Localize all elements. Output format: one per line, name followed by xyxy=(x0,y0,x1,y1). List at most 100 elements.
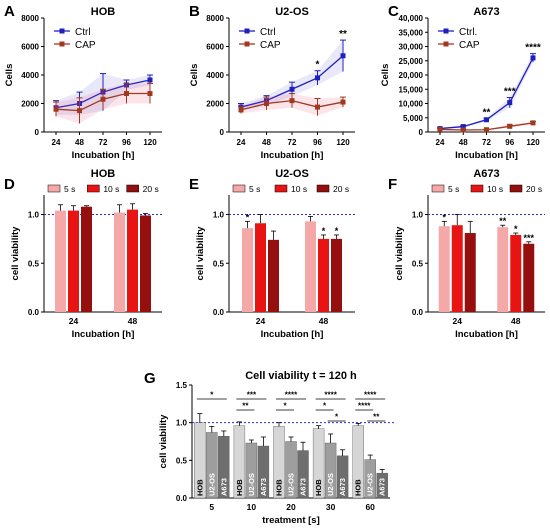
legend-label: CAP xyxy=(459,40,480,51)
significance-star: * xyxy=(323,402,327,411)
legend-label: Ctrl. xyxy=(459,27,477,38)
bar-label: A673 xyxy=(378,478,387,496)
x-tick-label: 48 xyxy=(75,138,84,147)
bar xyxy=(497,227,509,312)
panel-a: A HOB 0 2000 4000 6000 8000 24 48 72 96 120 Incubati… xyxy=(4,3,162,161)
y-tick-label: 2000 xyxy=(206,100,224,109)
bar xyxy=(68,210,79,312)
y-axis-label: cell viability xyxy=(10,226,21,281)
chart-title: U2-OS xyxy=(275,168,309,180)
y-tick-label: 30,000 xyxy=(399,43,424,52)
data-point xyxy=(437,126,443,132)
x-tick-label: 48 xyxy=(128,316,138,326)
legend-swatch xyxy=(316,184,330,193)
legend-swatch xyxy=(274,184,288,193)
chart-title: A673 xyxy=(473,6,499,18)
significance-star: **** xyxy=(358,402,371,411)
x-tick-label: 120 xyxy=(143,138,157,147)
data-point xyxy=(507,100,513,106)
significance-star: *** xyxy=(523,233,534,243)
y-tick-label: 25,000 xyxy=(399,57,424,66)
data-point xyxy=(289,86,295,92)
x-tick-label: 72 xyxy=(482,138,491,147)
significance-star: * xyxy=(335,226,339,236)
x-tick-label: 24 xyxy=(453,316,463,326)
y-tick-label: 1.0 xyxy=(176,419,188,428)
bar xyxy=(140,215,151,312)
x-tick-label: 24 xyxy=(69,316,79,326)
bar-label: A673 xyxy=(219,478,228,496)
y-tick-label: 6000 xyxy=(206,43,224,52)
data-point xyxy=(53,106,59,112)
y-tick-label: 8000 xyxy=(206,14,224,23)
x-tick-label: 30 xyxy=(326,502,336,512)
bar xyxy=(268,239,279,312)
data-point xyxy=(238,107,244,113)
bar-label: HOB xyxy=(195,479,204,496)
x-tick-label: 24 xyxy=(436,138,445,147)
significance-star: * xyxy=(283,402,287,411)
legend-swatch xyxy=(87,184,100,193)
legend-marker xyxy=(244,28,250,34)
bar-label: HOB xyxy=(275,479,284,496)
significance-star: ** xyxy=(483,107,491,118)
bar-label: HOB xyxy=(354,479,363,496)
legend-marker xyxy=(443,28,449,34)
bar xyxy=(81,206,92,312)
y-tick-label: 0.0 xyxy=(213,308,225,317)
chart-title: HOB xyxy=(91,168,116,180)
legend-label: CAP xyxy=(260,40,281,51)
panel-g: G Cell viability t = 120 h 0.0 0.5 1.0 1.5 HOB… xyxy=(144,370,394,526)
x-tick-label: 48 xyxy=(319,316,329,326)
data-point xyxy=(530,55,536,61)
legend-marker xyxy=(443,41,449,47)
y-tick-label: 4000 xyxy=(206,71,224,80)
data-point xyxy=(147,91,153,97)
data-point xyxy=(289,98,295,104)
significance-star: * xyxy=(210,391,214,400)
x-tick-label: 24 xyxy=(52,138,61,147)
x-axis-label: treatment [s] xyxy=(262,515,320,526)
legend-marker xyxy=(59,28,65,34)
y-tick-label: 0 xyxy=(419,128,424,137)
bar-label: U2-OS xyxy=(366,473,375,496)
panel-letter: G xyxy=(144,370,156,387)
y-tick-label: 15,000 xyxy=(399,85,424,94)
data-point xyxy=(340,53,346,59)
chart-title: HOB xyxy=(91,6,116,18)
panel-b: B U2-OS 0 2000 4000 6000 8000 24 48 72 96 120 Incuba… xyxy=(189,3,355,161)
significance-star: * xyxy=(246,212,250,222)
y-tick-label: 2000 xyxy=(21,100,39,109)
y-tick-label: 0 xyxy=(35,128,40,137)
legend-label: 10 s xyxy=(291,184,307,194)
data-point xyxy=(460,127,466,133)
chart-title: U2-OS xyxy=(275,6,309,18)
bar-label: A673 xyxy=(299,478,308,496)
data-point xyxy=(340,99,346,105)
x-axis-label: Incubation [h] xyxy=(455,150,518,161)
legend-label: 5 s xyxy=(249,184,260,194)
bar xyxy=(318,238,329,312)
bar-label: U2-OS xyxy=(326,473,335,496)
legend-label: CAP xyxy=(75,40,96,51)
bar-label: U2-OS xyxy=(247,473,256,496)
panel-letter: F xyxy=(388,176,397,193)
x-tick-label: 20 xyxy=(286,502,296,512)
panel-d: D HOB 5 s 10 s 20 s 0.0 0.5 1.0 24 48 Incubation [… xyxy=(4,168,162,340)
y-tick-label: 10,000 xyxy=(399,100,424,109)
y-tick-label: 1.0 xyxy=(28,211,40,220)
bar xyxy=(242,228,253,312)
bar-label: HOB xyxy=(314,479,323,496)
data-point xyxy=(264,101,269,106)
x-tick-label: 60 xyxy=(365,502,375,512)
x-tick-label: 72 xyxy=(99,138,108,147)
legend-label: 5 s xyxy=(448,184,459,194)
panel-letter: B xyxy=(189,3,200,20)
x-tick-label: 72 xyxy=(288,138,297,147)
error-band xyxy=(241,40,343,111)
data-point xyxy=(507,123,513,129)
bar xyxy=(523,243,535,312)
y-axis-label: cell viability xyxy=(158,414,169,469)
